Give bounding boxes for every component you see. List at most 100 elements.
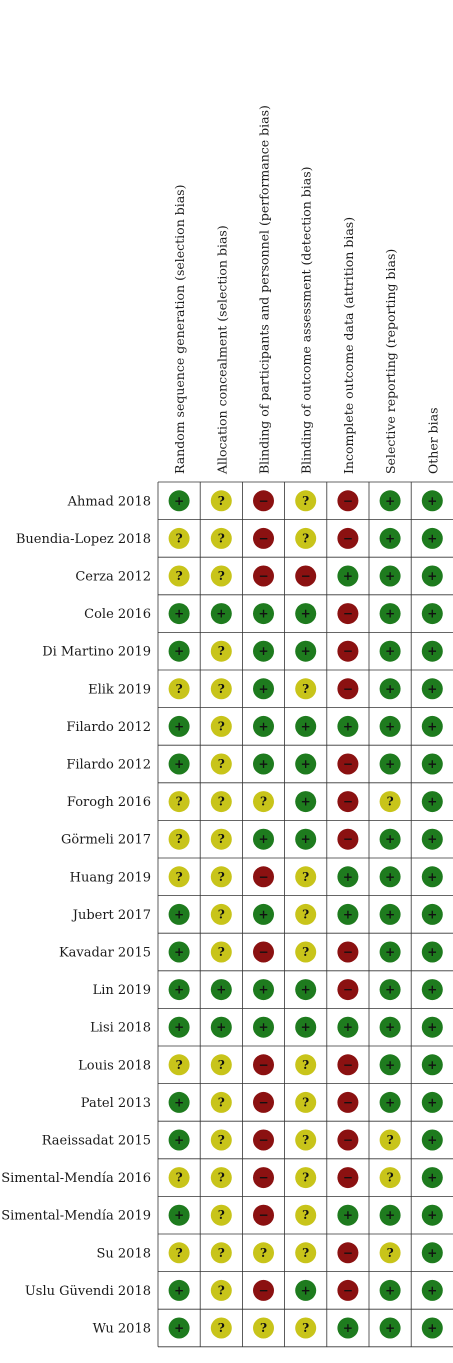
judgement-circle: [379, 753, 401, 775]
judgement-circle: [337, 1016, 359, 1038]
judgement-symbol: ?: [302, 682, 309, 696]
judgement-circle: [337, 640, 359, 662]
judgement-circle: [379, 1129, 401, 1151]
judgement-symbol: +: [258, 757, 268, 771]
row-label: Forogh 2016: [67, 795, 151, 810]
judgement-symbol: −: [258, 1208, 268, 1222]
judgement-circle: [337, 903, 359, 925]
judgement-circle: [295, 640, 317, 662]
judgement-circle: [168, 490, 190, 512]
judgement-circle: [210, 1204, 232, 1226]
judgement-symbol: +: [343, 907, 353, 921]
judgement-symbol: +: [343, 1208, 353, 1222]
judgement-symbol: +: [343, 1321, 353, 1335]
judgement-circle: [295, 828, 317, 850]
judgement-circle: [337, 1167, 359, 1189]
row-label: Filardo 2012: [66, 720, 151, 735]
judgement-circle: [379, 866, 401, 888]
judgement-symbol: +: [258, 983, 268, 997]
row-label: Ahmad 2018: [67, 494, 151, 509]
judgement-symbol: −: [343, 644, 353, 658]
judgement-circle: [210, 866, 232, 888]
judgement-circle: [253, 490, 274, 512]
judgement-circle: [210, 1054, 232, 1076]
judgement-circle: [337, 1242, 359, 1264]
judgement-symbol: +: [301, 1020, 311, 1034]
judgement-symbol: +: [427, 832, 437, 846]
judgement-circle: [295, 715, 317, 737]
judgement-circle: [295, 490, 317, 512]
judgement-symbol: −: [343, 945, 353, 959]
judgement-circle: [379, 678, 401, 700]
judgement-symbol: +: [427, 795, 437, 809]
judgement-circle: [168, 941, 190, 963]
judgement-symbol: +: [385, 682, 395, 696]
judgement-symbol: +: [427, 644, 437, 658]
judgement-circle: [210, 753, 232, 775]
judgement-symbol: +: [385, 757, 395, 771]
judgement-symbol: +: [174, 907, 184, 921]
judgement-circle: [421, 715, 443, 737]
judgement-circle: [295, 678, 317, 700]
judgement-symbol: −: [258, 531, 268, 545]
judgement-symbol: +: [216, 607, 226, 621]
judgement-circle: [421, 1129, 443, 1151]
judgement-symbol: +: [427, 870, 437, 884]
judgement-symbol: −: [301, 569, 311, 583]
judgement-circle: [337, 715, 359, 737]
judgement-circle: [295, 1242, 317, 1264]
judgement-circle: [421, 678, 443, 700]
judgement-circle: [337, 527, 359, 549]
judgement-circle: [421, 941, 443, 963]
judgement-symbol: +: [385, 1208, 395, 1222]
column-header: Random sequence generation (selection bi…: [172, 185, 187, 474]
judgement-symbol: +: [427, 907, 437, 921]
judgement-circle: [253, 866, 274, 888]
judgement-circle: [210, 603, 232, 625]
judgement-symbol: +: [385, 607, 395, 621]
judgement-symbol: ?: [218, 494, 225, 508]
judgement-symbol: −: [258, 569, 268, 583]
row-label: Raeissadat 2015: [42, 1134, 151, 1149]
judgement-symbol: +: [258, 682, 268, 696]
judgement-circle: [379, 1242, 401, 1264]
judgement-symbol: ?: [302, 1171, 309, 1185]
judgement-symbol: +: [174, 1095, 184, 1109]
judgement-symbol: −: [343, 494, 353, 508]
judgement-circle: [168, 1129, 190, 1151]
judgement-symbol: +: [385, 644, 395, 658]
judgement-circle: [168, 1016, 190, 1038]
judgement-symbol: ?: [218, 870, 225, 884]
judgement-symbol: ?: [387, 795, 394, 809]
judgement-circle: [337, 1317, 359, 1339]
judgement-circle: [253, 1204, 274, 1226]
judgement-circle: [168, 678, 190, 700]
judgement-circle: [210, 903, 232, 925]
row-label: Kavadar 2015: [59, 946, 151, 961]
judgement-circle: [295, 1054, 317, 1076]
judgement-symbol: +: [427, 983, 437, 997]
judgement-symbol: +: [427, 1283, 437, 1297]
judgement-symbol: +: [258, 1020, 268, 1034]
judgement-symbol: −: [258, 1095, 268, 1109]
judgement-symbol: −: [343, 1246, 353, 1260]
judgement-circle: [210, 715, 232, 737]
judgement-circle: [421, 828, 443, 850]
judgement-circle: [379, 903, 401, 925]
judgement-circle: [421, 565, 443, 587]
judgement-circle: [337, 490, 359, 512]
judgement-symbol: −: [343, 983, 353, 997]
row-label: Di Martino 2019: [42, 645, 151, 660]
judgement-circle: [295, 979, 317, 1001]
judgement-circle: [253, 1091, 274, 1113]
judgement-symbol: ?: [302, 1058, 309, 1072]
judgement-symbol: ?: [302, 907, 309, 921]
judgement-symbol: +: [174, 1133, 184, 1147]
judgement-circle: [253, 640, 274, 662]
judgement-circle: [337, 603, 359, 625]
judgement-symbol: +: [427, 1171, 437, 1185]
judgement-circle: [421, 1279, 443, 1301]
judgement-symbol: −: [343, 607, 353, 621]
judgement-circle: [421, 1317, 443, 1339]
row-label: Simental-Mendía 2019: [1, 1209, 151, 1224]
